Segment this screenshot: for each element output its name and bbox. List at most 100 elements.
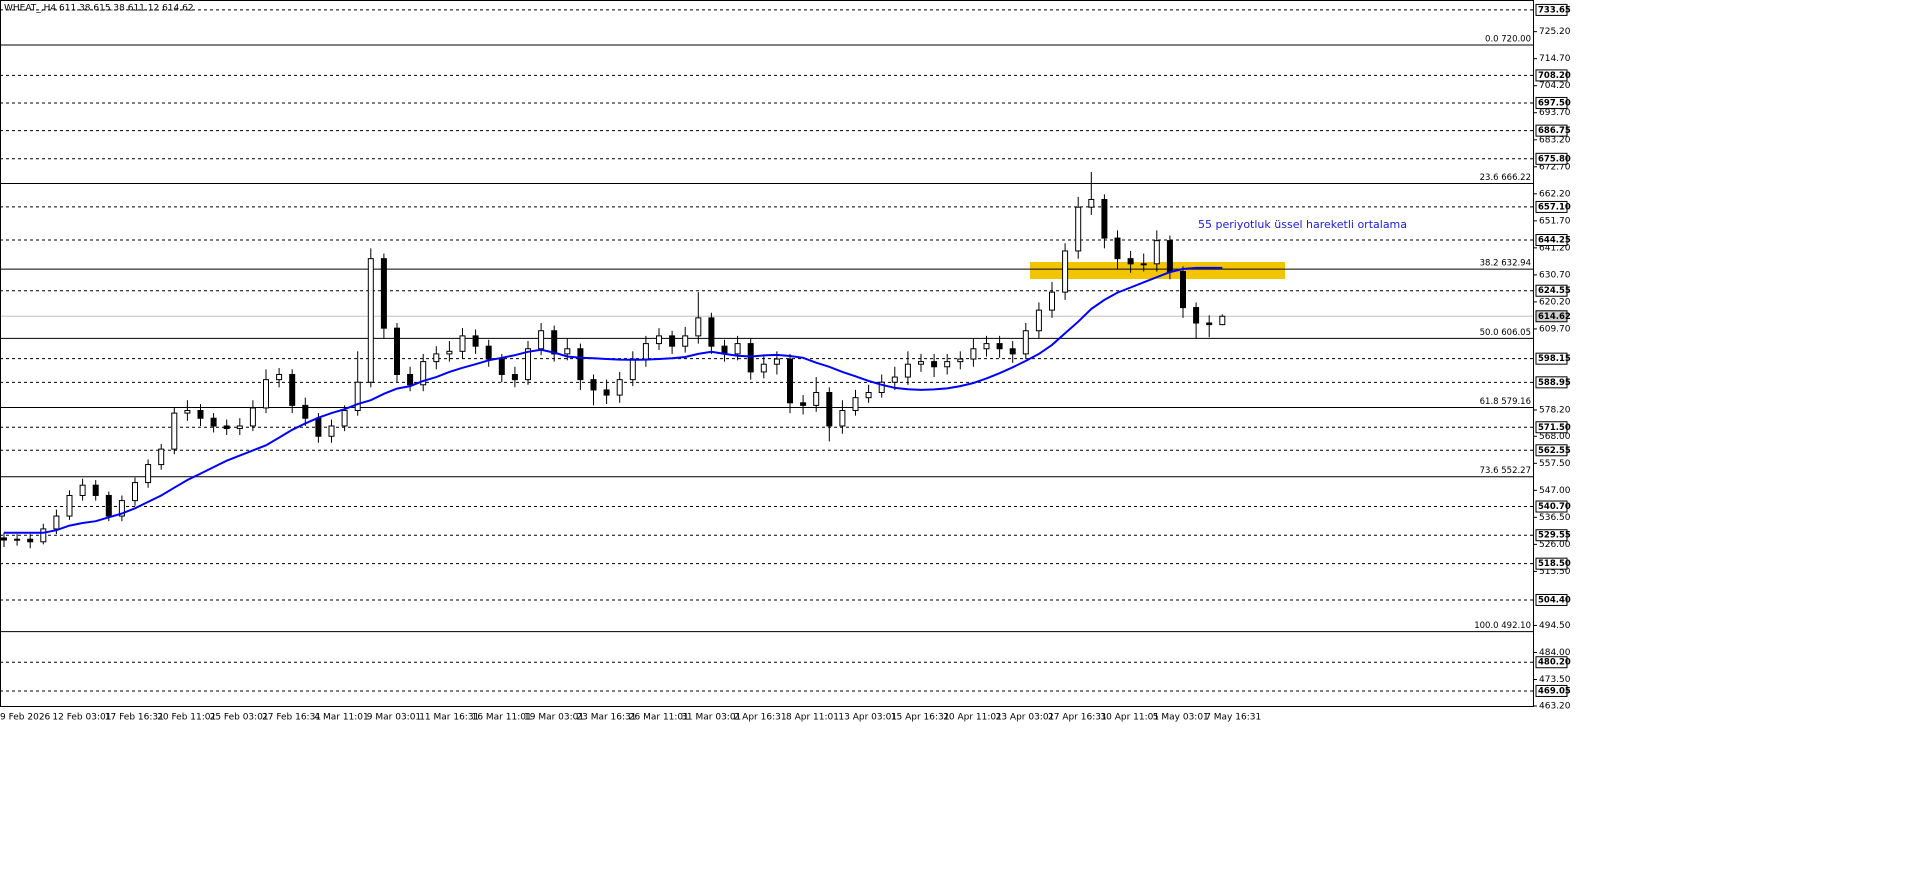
candle-body [1193, 307, 1200, 324]
candle-body [695, 317, 702, 337]
candle-body [708, 317, 715, 347]
candle-body [1219, 315, 1226, 326]
plot-border [0, 0, 1534, 707]
candle-body [1035, 309, 1042, 332]
candle-body [40, 528, 47, 543]
y-tick-label: 683.20 [1539, 135, 1571, 145]
y-tick-label: 484.00 [1539, 648, 1571, 658]
level-label: 644.25 [1538, 236, 1571, 246]
x-tick-label: 31 Mar 03:01 [681, 713, 741, 723]
level-label: 624.55 [1538, 286, 1571, 296]
zone-highlight [1030, 262, 1285, 279]
candle-body [983, 343, 990, 350]
y-tick-label: 630.70 [1539, 270, 1571, 280]
fib-label: 38.2 632.94 [1480, 259, 1531, 269]
candle-body [420, 361, 427, 386]
x-tick-label: 2 Apr 16:31 [734, 713, 787, 723]
candle-body [800, 402, 807, 406]
candle-body [1180, 271, 1186, 309]
price-label-box [1535, 310, 1568, 323]
candle-body [787, 358, 793, 404]
candle-body [1140, 263, 1147, 266]
x-tick-label: 12 Feb 03:01 [52, 713, 111, 723]
candle-body [485, 345, 492, 360]
fib-label: 100.0 492.10 [1474, 621, 1531, 631]
candle-body [53, 515, 60, 530]
candle-body [446, 350, 453, 355]
level-label-box [1535, 593, 1568, 606]
candle-body [511, 373, 518, 381]
candle-body [315, 417, 322, 437]
fib-label: 0.0 720.00 [1485, 35, 1531, 45]
ema-line [4, 266, 1223, 534]
y-tick-label: 557.50 [1539, 459, 1571, 469]
candle-body [760, 363, 767, 373]
candle-body [918, 361, 924, 365]
fib-label: 73.6 552.27 [1480, 466, 1531, 476]
plot [0, 9, 1533, 692]
y-tick-label: 536.50 [1539, 513, 1571, 523]
candle-body [249, 407, 256, 427]
candle-body [145, 464, 152, 484]
candle-body [132, 482, 138, 502]
y-tick-label: 704.20 [1539, 81, 1571, 91]
candle-body [380, 258, 387, 329]
candle-body [328, 425, 335, 437]
y-tick-label: 473.50 [1539, 675, 1571, 685]
candle-body [79, 484, 86, 496]
y-tick-label: 693.70 [1539, 108, 1571, 118]
candle-body [603, 389, 610, 396]
level-label: 708.20 [1538, 71, 1571, 81]
y-tick-label: 714.70 [1539, 54, 1571, 64]
candle-body [1166, 240, 1173, 273]
candle-body [263, 379, 269, 409]
candle-body [433, 353, 440, 363]
candle-body [394, 327, 400, 375]
candle-body [551, 330, 558, 355]
y-tick-label: 725.20 [1539, 27, 1571, 37]
x-tick-label: 15 Apr 16:31 [891, 713, 950, 723]
level-label: 588.95 [1538, 378, 1571, 388]
candle-body [682, 335, 689, 347]
x-tick-label: 9 Mar 03:01 [367, 713, 421, 723]
x-tick-label: 13 Apr 03:01 [838, 713, 897, 723]
x-tick-label: 27 Feb 16:31 [262, 713, 321, 723]
candle-body [66, 494, 73, 517]
candle-body [865, 392, 872, 399]
level-label-box [1535, 284, 1568, 297]
level-label: 733.65 [1538, 5, 1571, 15]
candle-body [525, 348, 531, 381]
y-tick-label: 547.00 [1539, 486, 1571, 496]
candle-body [118, 500, 125, 517]
candle-body [1, 537, 7, 541]
candle-body [1088, 198, 1095, 208]
level-label-box [1535, 444, 1568, 457]
y-tick-label: 641.20 [1539, 243, 1571, 253]
candle-body [367, 258, 374, 383]
candle-body [1206, 322, 1213, 326]
candle-body [590, 379, 597, 391]
fib-label: 61.8 579.16 [1480, 397, 1531, 407]
level-label: 480.20 [1538, 658, 1571, 668]
candle-body [184, 410, 191, 414]
level-label-box [1535, 557, 1568, 570]
candle-body [564, 348, 571, 355]
y-tick-label: 578.20 [1539, 406, 1571, 416]
candle-body [276, 373, 283, 381]
level-label-box [1535, 500, 1568, 513]
level-label-box [1535, 152, 1568, 165]
candle-body [616, 379, 623, 396]
y-tick-label: 651.70 [1539, 216, 1571, 226]
candle-body [1114, 237, 1121, 260]
level-label: 571.50 [1538, 423, 1571, 433]
candle-body [629, 358, 636, 381]
candle-body [878, 381, 885, 394]
y-tick-label: 620.20 [1539, 297, 1571, 307]
level-label-box [1535, 656, 1568, 669]
price-label: 614.62 [1538, 312, 1571, 322]
level-label: 598.15 [1538, 354, 1571, 364]
level-label-box [1535, 96, 1568, 109]
candle-body [826, 392, 833, 427]
candle-body [852, 397, 859, 412]
level-label-box [1535, 200, 1568, 213]
